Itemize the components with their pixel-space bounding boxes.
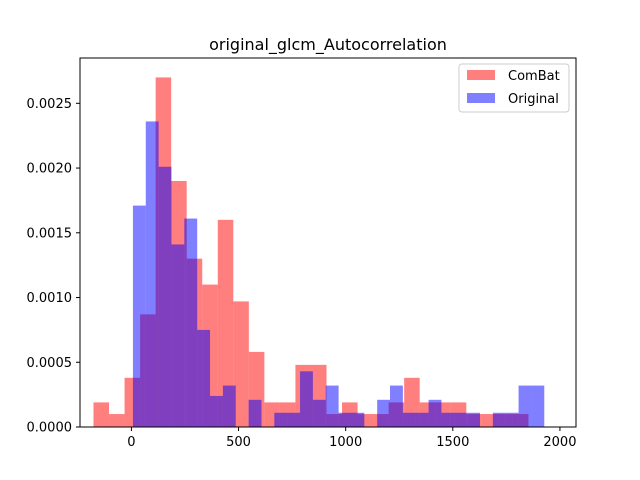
histogram-bar-original-9 bbox=[248, 399, 262, 427]
x-tick-label: 500 bbox=[226, 435, 251, 450]
y-tick-label: 0.0015 bbox=[27, 226, 73, 241]
histogram-bar-original-19 bbox=[377, 399, 391, 427]
histogram-bar-combat-9 bbox=[233, 301, 249, 427]
y-tick-label: 0.0010 bbox=[27, 291, 73, 306]
x-tick-label: 1500 bbox=[436, 435, 469, 450]
histogram-bar-original-6 bbox=[210, 395, 223, 427]
histogram-bar-original-24 bbox=[441, 412, 455, 427]
x-tick-label: 1000 bbox=[329, 435, 362, 450]
histogram-bar-original-12 bbox=[287, 412, 301, 427]
histogram-bar-original-21 bbox=[402, 412, 416, 427]
histogram-bar-combat-0 bbox=[93, 402, 110, 427]
x-tick-label: 2000 bbox=[543, 435, 576, 450]
y-tick-label: 0.0000 bbox=[27, 421, 73, 436]
histogram-bar-original-5 bbox=[197, 329, 211, 427]
histogram-bar-original-31 bbox=[531, 385, 545, 427]
histogram-bar-original-29 bbox=[505, 412, 519, 427]
histogram-bar-original-0 bbox=[132, 205, 146, 427]
histogram-bar-original-1 bbox=[145, 121, 159, 427]
histogram-bar-original-3 bbox=[171, 244, 185, 427]
legend-swatch-combat bbox=[467, 70, 495, 80]
y-tick-label: 0.0025 bbox=[27, 97, 73, 112]
histogram-bar-original-15 bbox=[325, 385, 339, 427]
plot-frame bbox=[79, 57, 577, 428]
histogram-bar-combat-1 bbox=[109, 414, 125, 427]
legend-swatch-original bbox=[467, 93, 495, 103]
histogram-bar-original-11 bbox=[274, 412, 288, 427]
histogram-bar-original-30 bbox=[518, 385, 532, 427]
x-tick-label: 0 bbox=[127, 435, 135, 450]
histogram-bar-original-14 bbox=[312, 399, 326, 427]
legend: ComBat Original bbox=[458, 63, 570, 113]
axes-layer: 0 500 1000 1500 2000 0.0000 0.0005 0.0010 0.0015… bbox=[27, 57, 577, 450]
histogram-bar-combat-8 bbox=[217, 219, 234, 427]
histogram-bar-original-25 bbox=[454, 412, 468, 427]
legend-label-combat: ComBat bbox=[508, 69, 560, 84]
y-tick-label: 0.0020 bbox=[27, 162, 73, 177]
chart-title: original_glcm_Autocorrelation bbox=[209, 35, 447, 55]
legend-label-original: Original bbox=[508, 92, 559, 107]
histogram-bar-original-28 bbox=[492, 412, 506, 427]
histogram-bar-original-16 bbox=[338, 412, 352, 427]
histogram-bar-original-4 bbox=[184, 218, 198, 427]
histogram-bar-original-20 bbox=[390, 385, 403, 427]
histogram-bar-original-7 bbox=[222, 385, 236, 427]
bars-layer bbox=[93, 77, 545, 428]
histogram-bar-original-17 bbox=[351, 412, 365, 427]
histogram-bar-original-22 bbox=[415, 412, 429, 427]
histogram-bar-original-2 bbox=[158, 166, 172, 428]
histogram-bar-original-23 bbox=[428, 399, 442, 427]
histogram-bar-original-26 bbox=[467, 412, 481, 427]
y-tick-label: 0.0005 bbox=[27, 356, 73, 371]
histogram-bar-original-13 bbox=[300, 371, 313, 427]
